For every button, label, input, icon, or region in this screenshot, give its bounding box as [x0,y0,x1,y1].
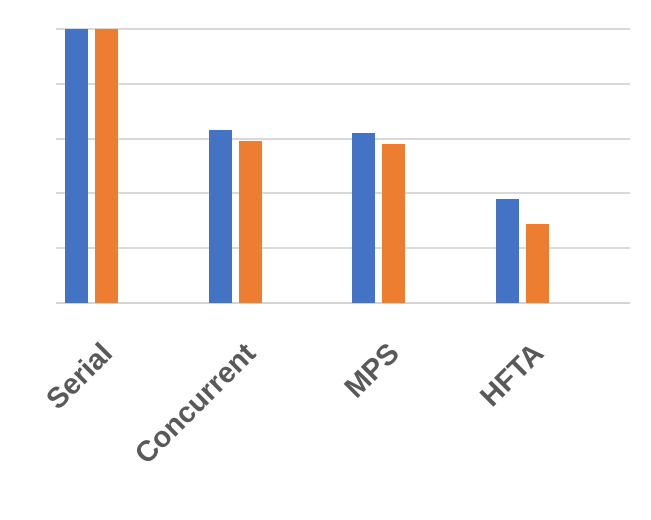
gridline [56,247,630,250]
bar-mps-blue [352,133,376,303]
bar-hfta-orange [525,224,549,303]
category-label-hfta: HFTA [474,337,550,414]
bar-concurrent-blue [208,130,232,303]
bar-concurrent-orange [238,141,262,303]
x-axis-line [56,302,630,304]
category-label-mps: MPS [339,337,407,405]
gridline [56,137,630,140]
bar-hfta-blue [495,199,519,303]
category-label-concurrent: Concurrent [129,337,263,471]
category-label-serial: Serial [40,337,119,416]
plot-area [56,28,630,304]
bar-serial-blue [65,29,88,303]
gridline [56,192,630,195]
bar-mps-orange [382,144,406,303]
gridline [56,82,630,85]
gridline [56,28,630,30]
bar-serial-orange [95,29,118,303]
